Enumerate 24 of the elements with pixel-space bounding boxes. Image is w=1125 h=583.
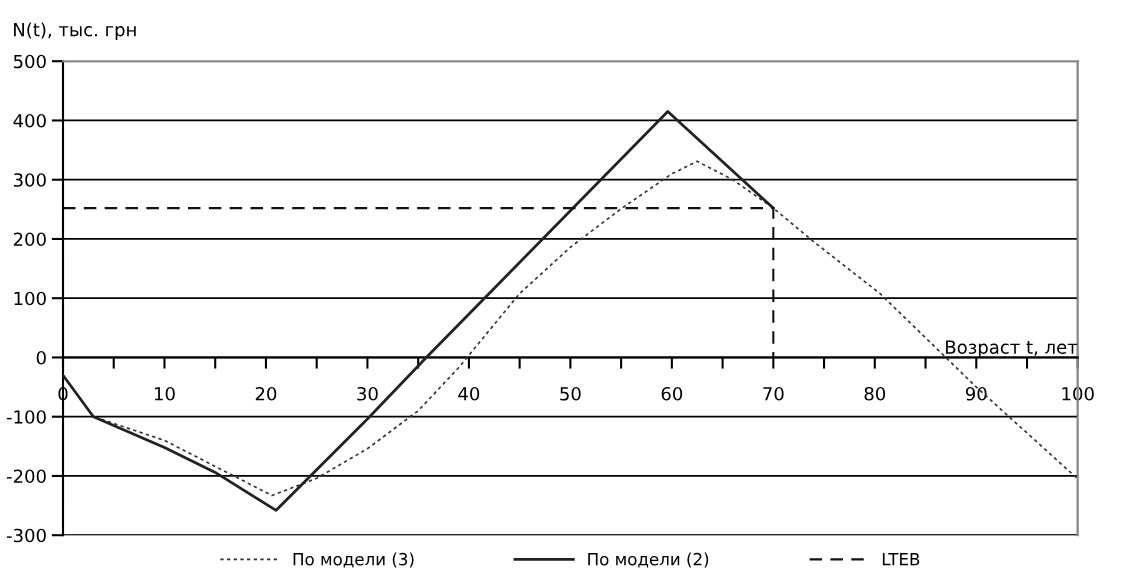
x-tick-label: 20 bbox=[255, 386, 277, 401]
x-tick-label: 60 bbox=[661, 386, 683, 401]
legend-label: По модели (3) bbox=[293, 552, 414, 568]
legend-label: LTEB bbox=[882, 553, 920, 566]
x-tick-label: 30 bbox=[357, 386, 378, 401]
y-axis-title: N(t), тыс. грн bbox=[14, 22, 136, 40]
y-tick-label: 500 bbox=[13, 54, 46, 69]
x-tick-label: 40 bbox=[458, 386, 480, 401]
x-tick-label: 100 bbox=[1062, 386, 1094, 401]
x-tick-label: 50 bbox=[560, 386, 581, 401]
y-tick-label: -200 bbox=[6, 469, 46, 484]
y-tick-label: 200 bbox=[13, 232, 46, 247]
y-tick-label: 400 bbox=[13, 113, 46, 128]
legend-label: По модели (2) bbox=[588, 552, 709, 568]
x-tick-label: 80 bbox=[864, 386, 886, 401]
y-tick-label: -100 bbox=[6, 410, 46, 424]
x-tick-label: 70 bbox=[763, 386, 784, 401]
y-tick-label: 300 bbox=[13, 173, 46, 187]
y-tick-label: -300 bbox=[6, 528, 46, 543]
y-tick-label: 0 bbox=[36, 350, 46, 365]
x-tick-label: 90 bbox=[965, 386, 987, 401]
x-tick-label: 10 bbox=[154, 386, 175, 401]
y-tick-label: 100 bbox=[14, 291, 46, 306]
x-axis-title: Возраст t, лет bbox=[946, 340, 1078, 358]
